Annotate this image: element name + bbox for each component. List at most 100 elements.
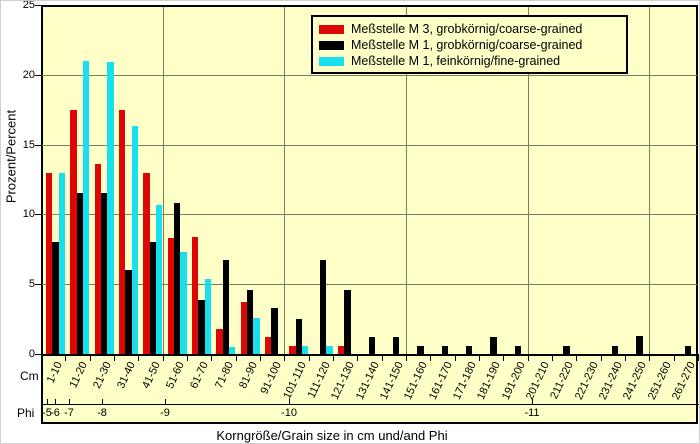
legend-item: Meßstelle M 1, feinkörnig/fine-grained xyxy=(319,53,620,69)
bar-me-stelle-m-1-grobk-rnig-coarse-grained xyxy=(101,193,108,354)
h-gridline xyxy=(42,74,697,76)
phi-tick-label: -11 xyxy=(524,407,540,419)
bar-me-stelle-m-1-feink-rnig-fine-grained xyxy=(131,126,139,354)
bar-me-stelle-m-1-grobk-rnig-coarse-grained xyxy=(198,299,205,354)
v-gridline xyxy=(162,7,164,354)
y-tick-label: 0 xyxy=(28,348,35,360)
bar-me-stelle-m-1-grobk-rnig-coarse-grained xyxy=(295,319,303,354)
v-gridline xyxy=(649,7,651,354)
phi-tick xyxy=(55,399,56,404)
phi-tick xyxy=(289,399,290,404)
phi-tick-label: -6 xyxy=(50,407,60,419)
cm-tick xyxy=(527,356,529,361)
bar-me-stelle-m-1-grobk-rnig-coarse-grained xyxy=(393,337,400,354)
bar-me-stelle-m-1-grobk-rnig-coarse-grained xyxy=(320,260,327,354)
bar-me-stelle-m-1-feink-rnig-fine-grained xyxy=(180,252,187,354)
phi-tick-label: -10 xyxy=(281,407,297,419)
bar-me-stelle-m-1-grobk-rnig-coarse-grained xyxy=(271,307,278,354)
bar-me-stelle-m-1-grobk-rnig-coarse-grained xyxy=(76,193,84,354)
h-gridline xyxy=(42,284,697,286)
cm-tick xyxy=(552,356,553,361)
cm-tick xyxy=(454,356,456,361)
cm-tick xyxy=(673,356,675,361)
legend-item: Meßstelle M 1, grobkörnig/coarse-grained xyxy=(319,37,620,53)
cm-tick xyxy=(138,356,140,361)
bar-me-stelle-m-1-feink-rnig-fine-grained xyxy=(156,204,163,354)
y-axis-title: Prozent/Percent xyxy=(3,109,19,204)
x-axis-line xyxy=(41,354,699,356)
bar-me-stelle-m-1-feink-rnig-fine-grained xyxy=(253,317,260,354)
bar-me-stelle-m-1-grobk-rnig-coarse-grained xyxy=(441,345,449,354)
bar-me-stelle-m-1-grobk-rnig-coarse-grained xyxy=(247,289,254,354)
cm-tick xyxy=(114,356,115,361)
y-tick-label: 25 xyxy=(22,0,35,11)
legend-swatch-cyan xyxy=(319,56,344,66)
phi-tick-label: -5 xyxy=(42,407,52,419)
cm-tick xyxy=(162,356,164,361)
y-tick xyxy=(35,144,41,146)
phi-tick xyxy=(532,399,533,404)
cm-tick xyxy=(235,356,237,361)
cm-tick xyxy=(211,356,213,361)
y-tick-label: 10 xyxy=(22,208,35,221)
phi-tick-label: -8 xyxy=(97,407,107,419)
v-gridline xyxy=(284,7,286,354)
bar-me-stelle-m-1-grobk-rnig-coarse-grained xyxy=(514,345,522,354)
v-gridline xyxy=(527,7,529,354)
phi-tick xyxy=(165,399,166,404)
bar-me-stelle-m-1-feink-rnig-fine-grained xyxy=(229,347,236,354)
bar-me-stelle-m-3-grobk-rnig-coarse-grained xyxy=(289,345,296,354)
bar-me-stelle-m-3-grobk-rnig-coarse-grained xyxy=(338,345,345,354)
bar-me-stelle-m-1-feink-rnig-fine-grained xyxy=(302,345,309,354)
bar-me-stelle-m-3-grobk-rnig-coarse-grained xyxy=(265,337,272,354)
bar-me-stelle-m-3-grobk-rnig-coarse-grained xyxy=(216,328,223,354)
phi-tick xyxy=(47,399,48,404)
cm-tick xyxy=(381,356,383,361)
legend-label: Meßstelle M 3, grobkörnig/coarse-grained xyxy=(351,21,583,36)
bar-me-stelle-m-1-grobk-rnig-coarse-grained xyxy=(174,203,181,354)
phi-row-label: Phi xyxy=(17,406,35,420)
bar-me-stelle-m-1-grobk-rnig-coarse-grained xyxy=(685,345,692,354)
cm-tick xyxy=(625,356,626,361)
bar-me-stelle-m-1-grobk-rnig-coarse-grained xyxy=(636,335,643,354)
phi-tick-label: -9 xyxy=(160,407,170,419)
bar-me-stelle-m-1-feink-rnig-fine-grained xyxy=(107,62,114,354)
legend-label: Meßstelle M 1, grobkörnig/coarse-grained xyxy=(351,37,583,52)
cm-tick xyxy=(479,356,480,361)
cm-tick xyxy=(649,356,651,361)
bar-me-stelle-m-3-grobk-rnig-coarse-grained xyxy=(240,302,248,354)
bar-me-stelle-m-3-grobk-rnig-coarse-grained xyxy=(143,172,150,354)
bar-me-stelle-m-3-grobk-rnig-coarse-grained xyxy=(119,109,126,354)
bar-me-stelle-m-3-grobk-rnig-coarse-grained xyxy=(167,238,175,354)
y-tick xyxy=(35,5,41,6)
phi-tick xyxy=(102,399,103,404)
bar-me-stelle-m-1-feink-rnig-fine-grained xyxy=(83,60,90,354)
phi-tick-label: -7 xyxy=(64,407,74,419)
bar-me-stelle-m-3-grobk-rnig-coarse-grained xyxy=(192,236,199,354)
legend-item: Meßstelle M 3, grobkörnig/coarse-grained xyxy=(319,21,620,37)
cm-tick xyxy=(65,356,67,361)
bar-me-stelle-m-3-grobk-rnig-coarse-grained xyxy=(94,164,102,354)
y-tick xyxy=(35,354,41,355)
cm-row-label: Cm xyxy=(20,369,39,383)
y-tick xyxy=(35,284,41,286)
bar-me-stelle-m-1-grobk-rnig-coarse-grained xyxy=(612,345,619,354)
cm-tick xyxy=(503,356,505,361)
phi-tick xyxy=(69,399,70,404)
bar-me-stelle-m-1-grobk-rnig-coarse-grained xyxy=(52,242,59,354)
cm-tick xyxy=(357,356,359,361)
cm-tick xyxy=(308,356,310,361)
legend-label: Meßstelle M 1, feinkörnig/fine-grained xyxy=(351,53,561,68)
bar-me-stelle-m-3-grobk-rnig-coarse-grained xyxy=(46,172,53,354)
cm-tick xyxy=(260,356,261,361)
bar-me-stelle-m-1-feink-rnig-fine-grained xyxy=(204,278,212,354)
phi-axis-line xyxy=(41,404,699,405)
cm-tick xyxy=(576,356,578,361)
cm-tick xyxy=(600,356,602,361)
bar-me-stelle-m-1-grobk-rnig-coarse-grained xyxy=(417,345,424,354)
bar-me-stelle-m-1-grobk-rnig-coarse-grained xyxy=(368,337,376,354)
v-gridline xyxy=(406,7,407,354)
legend-swatch-red xyxy=(319,24,344,34)
x-axis-title: Korngröße/Grain size in cm und/and Phi xyxy=(216,428,448,443)
